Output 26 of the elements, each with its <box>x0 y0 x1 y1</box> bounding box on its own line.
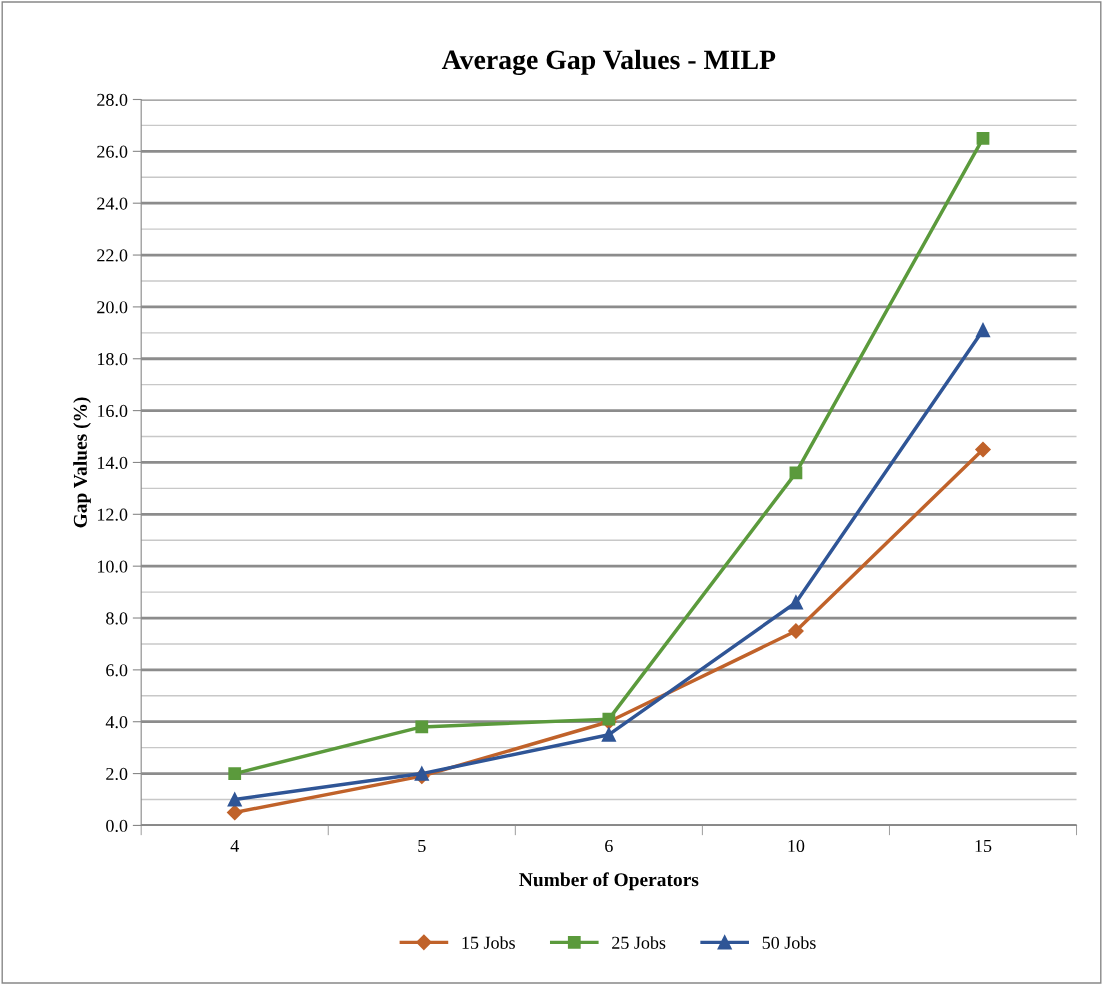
y-tick-label: 14.0 <box>97 456 128 469</box>
y-tick-label: 12.0 <box>97 508 128 521</box>
legend-label: 50 Jobs <box>762 936 816 949</box>
x-tick-label: 15 <box>975 839 992 853</box>
y-tick-label: 4.0 <box>105 715 128 729</box>
chart-title: Average Gap Values - MILP <box>441 49 776 76</box>
y-tick-label: 26.0 <box>97 145 128 158</box>
x-axis-title: Number of Operators <box>519 872 699 891</box>
y-axis-title: Gap Values (%) <box>73 397 91 528</box>
y-tick-label: 28.0 <box>97 93 128 107</box>
y-tick-label: 6.0 <box>106 664 128 677</box>
y-tick-label: 0.0 <box>106 819 128 832</box>
x-tick-label: 10 <box>788 839 805 853</box>
legend-label: 25 Jobs <box>612 936 666 949</box>
y-tick-label: 8.0 <box>106 612 128 625</box>
y-tick-label: 10.0 <box>97 560 128 573</box>
x-tick-label: 5 <box>418 840 426 853</box>
x-tick-label: 4 <box>230 839 239 852</box>
x-tick-label: 6 <box>605 839 613 853</box>
y-tick-label: 16.0 <box>97 404 128 418</box>
y-tick-label: 22.0 <box>97 249 128 262</box>
y-tick-label: 24.0 <box>97 197 128 210</box>
y-tick-label: 2.0 <box>106 767 128 781</box>
legend-label: 15 Jobs <box>462 936 515 949</box>
y-tick-label: 18.0 <box>97 353 128 366</box>
y-tick-label: 20.0 <box>97 301 128 314</box>
